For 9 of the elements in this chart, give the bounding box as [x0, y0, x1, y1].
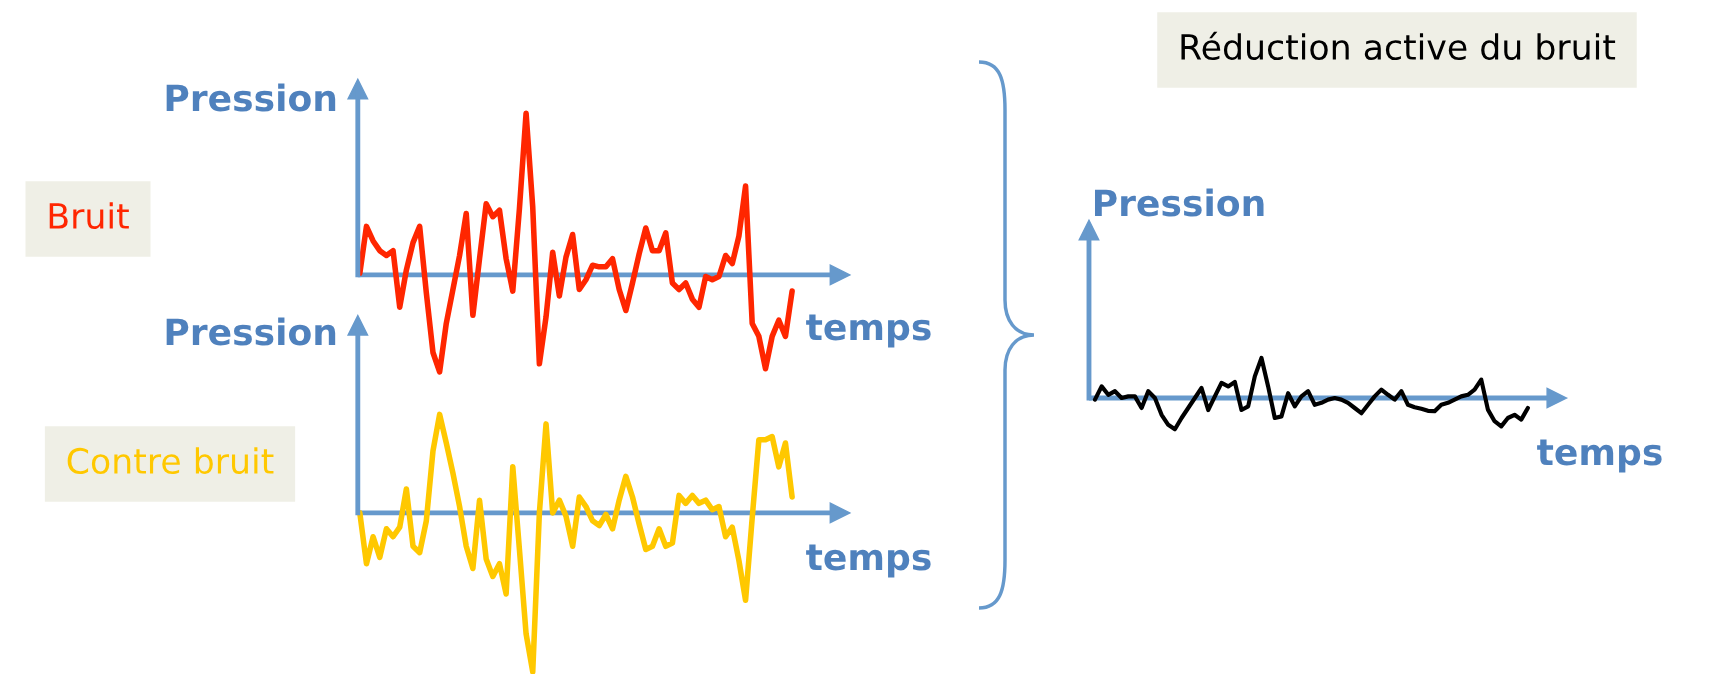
x-axis-title: temps [806, 544, 931, 578]
x-axis-title: temps [1537, 439, 1662, 473]
text: Bruit [49, 202, 129, 230]
y-axis-title: Pression [166, 317, 336, 346]
chart-title: Réduction active du bruit [1181, 31, 1616, 61]
y-axis-title: Pression [1094, 188, 1264, 217]
x-axis-title: temps [806, 314, 931, 348]
y-axis-title: Pression [166, 83, 336, 112]
text: Contre bruit [67, 447, 274, 475]
